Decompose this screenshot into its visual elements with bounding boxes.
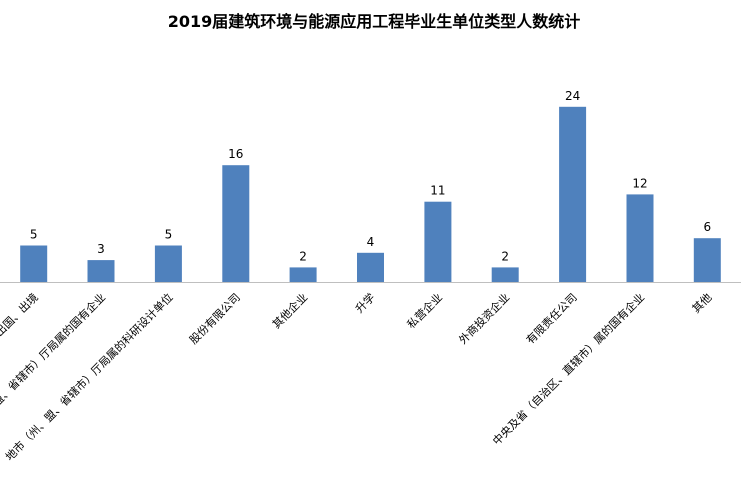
category-tick-label: 中央及省（自治区、直辖市）属的国有企业: [489, 290, 647, 448]
bar: [693, 238, 721, 282]
category-labels: 出国、出境（州、盟、省辖市）厅局属的国有企业地市（州、盟、省辖市）厅局属的科研设…: [0, 290, 714, 463]
data-label: 5: [165, 228, 173, 242]
bar-series: [20, 106, 721, 282]
category-tick-label: 其他: [690, 291, 715, 316]
bar: [154, 245, 182, 282]
bar: [222, 165, 250, 282]
bar: [87, 260, 115, 282]
bar: [491, 267, 519, 282]
category-tick-label: 其他企业: [269, 290, 310, 331]
bar: [289, 267, 317, 282]
category-tick-label: 私营企业: [404, 290, 445, 331]
bar: [626, 194, 654, 282]
data-label: 16: [228, 147, 243, 161]
data-label: 5: [30, 228, 38, 242]
data-label: 11: [430, 184, 445, 198]
data-label: 12: [632, 176, 647, 190]
bar: [357, 252, 384, 282]
data-label: 2: [299, 249, 307, 263]
data-label: 4: [367, 235, 375, 249]
data-label: 24: [565, 89, 580, 103]
data-label: 3: [97, 242, 105, 256]
data-label: 6: [703, 220, 711, 234]
bar: [424, 201, 452, 282]
category-tick-label: 股份有限公司: [186, 290, 243, 347]
category-tick-label: 升学: [352, 290, 377, 315]
bar: [559, 106, 587, 282]
category-tick-label: 出国、出境: [0, 290, 41, 339]
category-tick-label: 外商投资企业: [456, 290, 513, 347]
chart-title: 2019届建筑环境与能源应用工程毕业生单位类型人数统计: [167, 12, 581, 31]
bar: [20, 245, 48, 282]
category-tick-label: 有限责任公司: [523, 290, 580, 347]
data-label: 2: [501, 249, 509, 263]
